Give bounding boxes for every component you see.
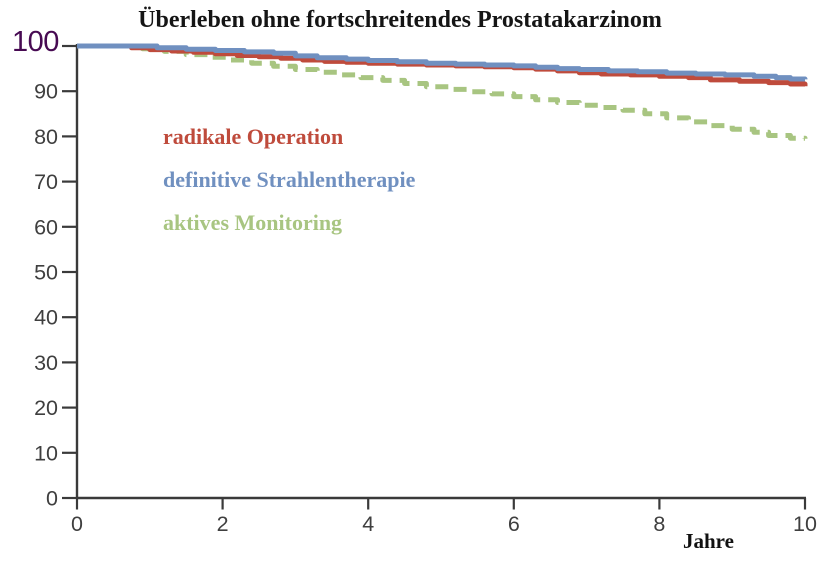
x-tick-label: 2 bbox=[217, 512, 229, 536]
y-tick-label: 50 bbox=[34, 261, 58, 285]
y-tick-label: 0 bbox=[46, 487, 58, 511]
x-axis-title: Jahre bbox=[683, 529, 734, 553]
chart-title: Überleben ohne fortschreitendes Prostata… bbox=[138, 7, 662, 33]
y-tick-label: 20 bbox=[34, 396, 58, 420]
legend: radikale Operation definitive Strahlenth… bbox=[163, 126, 415, 255]
y-tick-label: 60 bbox=[34, 215, 58, 239]
y-tick-label: 90 bbox=[34, 80, 58, 104]
y-tick-label: 30 bbox=[34, 351, 58, 375]
legend-item-aktives-monitoring: aktives Monitoring bbox=[163, 210, 343, 235]
series-line-radikale-operation bbox=[77, 43, 808, 87]
x-tick-label: 6 bbox=[508, 512, 520, 536]
x-tick-label: 10 bbox=[793, 512, 817, 536]
y-tick-label: 80 bbox=[34, 125, 58, 149]
legend-item-definitive-strahlentherapie: definitive Strahlentherapie bbox=[163, 167, 416, 192]
x-tick-label: 4 bbox=[362, 512, 374, 536]
series-line-definitive-strahlentherapie bbox=[77, 43, 808, 82]
y-axis-100-tick-label: 100 bbox=[12, 26, 59, 58]
y-tick-label: 10 bbox=[34, 441, 58, 465]
x-tick-label: 0 bbox=[71, 512, 83, 536]
y-tick-label: 40 bbox=[34, 306, 58, 330]
y-tick-label: 70 bbox=[34, 170, 58, 194]
legend-item-radikale-operation: radikale Operation bbox=[163, 124, 344, 149]
x-tick-label: 8 bbox=[653, 512, 665, 536]
